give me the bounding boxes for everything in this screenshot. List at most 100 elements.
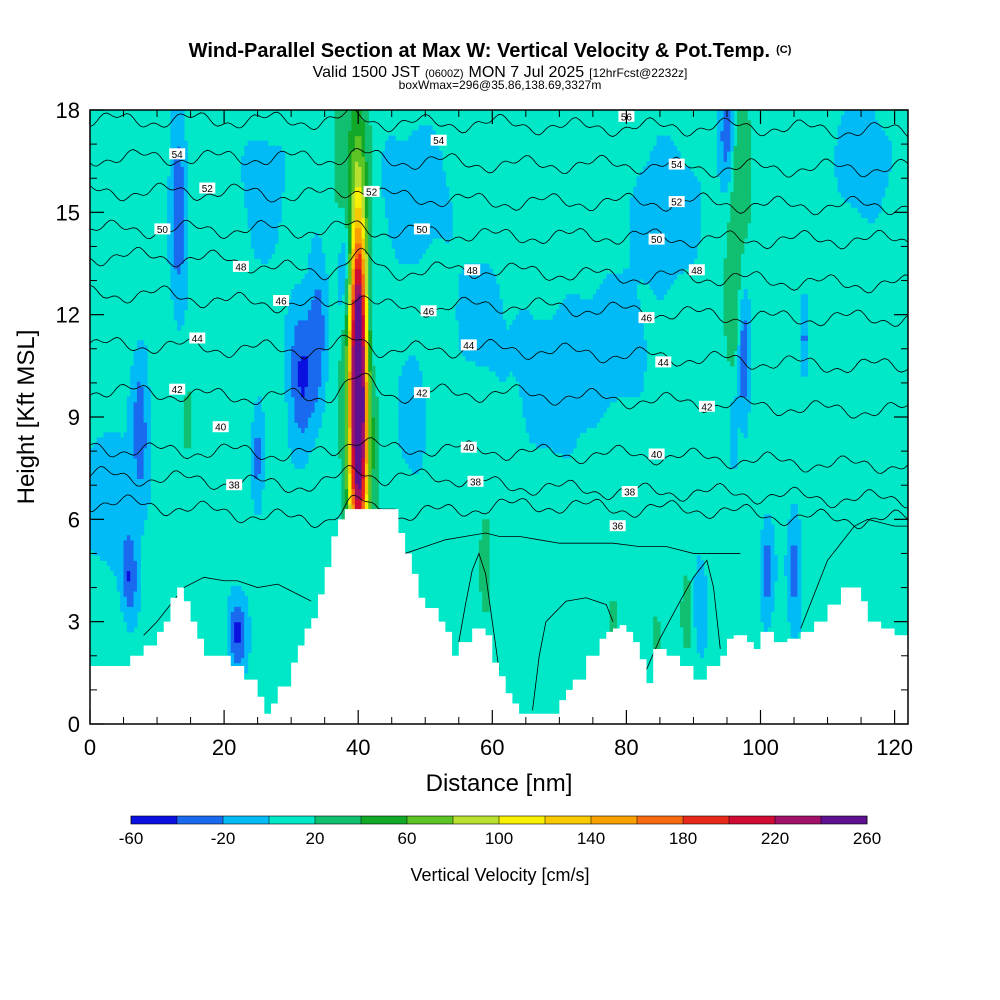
velocity-cell: [260, 166, 265, 172]
velocity-cell: [421, 447, 426, 454]
velocity-cell: [408, 227, 413, 234]
velocity-cell: [354, 156, 359, 162]
velocity-cell: [348, 411, 353, 418]
velocity-cell: [227, 642, 232, 648]
velocity-cell: [589, 350, 594, 357]
velocity-cell: [636, 386, 641, 393]
velocity-cell: [234, 601, 239, 607]
velocity-cell: [324, 360, 329, 367]
velocity-cell: [271, 243, 275, 249]
velocity-cell: [358, 503, 363, 510]
velocity-cell: [126, 560, 131, 566]
velocity-cell: [341, 452, 346, 459]
velocity-cell: [344, 166, 349, 172]
velocity-cell: [411, 145, 416, 152]
velocity-cell: [569, 294, 574, 300]
velocity-cell: [542, 406, 547, 413]
velocity-cell: [136, 447, 141, 454]
velocity-cell: [364, 319, 369, 326]
subtitle-forecast: [12hrFcst@2232z]: [589, 66, 687, 80]
velocity-cell: [321, 289, 326, 295]
velocity-cell: [314, 406, 319, 413]
velocity-cell: [442, 207, 446, 213]
velocity-cell: [572, 350, 577, 357]
velocity-cell: [177, 319, 182, 326]
velocity-cell: [123, 616, 128, 623]
velocity-cell: [371, 473, 376, 479]
velocity-cell: [294, 283, 299, 290]
velocity-cell: [358, 473, 363, 479]
velocity-cell: [344, 145, 349, 152]
velocity-cell: [177, 140, 182, 147]
velocity-cell: [123, 534, 128, 541]
velocity-cell: [358, 278, 363, 285]
velocity-cell: [431, 171, 436, 178]
velocity-cell: [374, 463, 379, 469]
velocity-cell: [485, 278, 490, 285]
velocity-cell: [371, 432, 376, 439]
velocity-cell: [294, 304, 299, 311]
velocity-cell: [639, 248, 644, 254]
velocity-cell: [609, 616, 614, 623]
velocity-cell: [421, 156, 426, 162]
velocity-cell: [123, 601, 128, 607]
velocity-cell: [361, 340, 366, 346]
velocity-cell: [358, 253, 363, 259]
velocity-cell: [385, 161, 389, 167]
velocity-cell: [136, 493, 141, 500]
velocity-cell: [485, 544, 490, 551]
velocity-cell: [183, 294, 188, 300]
velocity-cell: [110, 503, 115, 510]
velocity-cell: [140, 514, 145, 520]
velocity-cell: [180, 125, 185, 132]
velocity-cell: [572, 345, 577, 352]
velocity-cell: [478, 560, 483, 566]
velocity-cell: [106, 550, 111, 556]
velocity-cell: [344, 503, 349, 510]
velocity-cell: [361, 324, 366, 331]
velocity-cell: [418, 191, 423, 198]
velocity-cell: [364, 253, 369, 259]
velocity-cell: [247, 207, 252, 213]
velocity-cell: [485, 330, 490, 336]
velocity-cell: [234, 631, 239, 638]
velocity-cell: [599, 411, 604, 418]
velocity-cell: [475, 340, 480, 346]
velocity-cell: [277, 171, 282, 178]
velocity-cell: [133, 550, 138, 556]
velocity-cell: [559, 406, 564, 413]
velocity-cell: [639, 202, 644, 208]
velocity-cell: [535, 345, 540, 352]
velocity-cell: [653, 268, 658, 275]
velocity-cell: [552, 370, 557, 377]
velocity-cell: [385, 140, 389, 147]
velocity-cell: [240, 647, 245, 653]
velocity-cell: [297, 401, 302, 408]
velocity-cell: [277, 150, 282, 157]
velocity-cell: [633, 212, 638, 219]
velocity-cell: [93, 457, 98, 464]
velocity-cell: [421, 166, 426, 172]
velocity-cell: [133, 606, 138, 613]
velocity-cell: [321, 406, 326, 413]
velocity-cell: [364, 222, 369, 229]
velocity-cell: [364, 381, 369, 387]
velocity-cell: [599, 340, 604, 346]
velocity-cell: [187, 417, 192, 423]
velocity-cell: [398, 166, 403, 172]
velocity-cell: [351, 294, 356, 300]
velocity-cell: [626, 309, 631, 316]
velocity-cell: [566, 324, 570, 331]
velocity-cell: [130, 406, 135, 413]
velocity-cell: [130, 611, 135, 618]
velocity-cell: [646, 222, 651, 229]
velocity-cell: [418, 150, 423, 157]
velocity-cell: [374, 437, 379, 444]
velocity-cell: [307, 289, 312, 295]
velocity-cell: [364, 463, 369, 469]
velocity-cell: [260, 248, 265, 254]
velocity-cell: [368, 452, 373, 459]
velocity-cell: [643, 248, 648, 254]
velocity-cell: [358, 376, 363, 382]
velocity-cell: [659, 161, 664, 167]
